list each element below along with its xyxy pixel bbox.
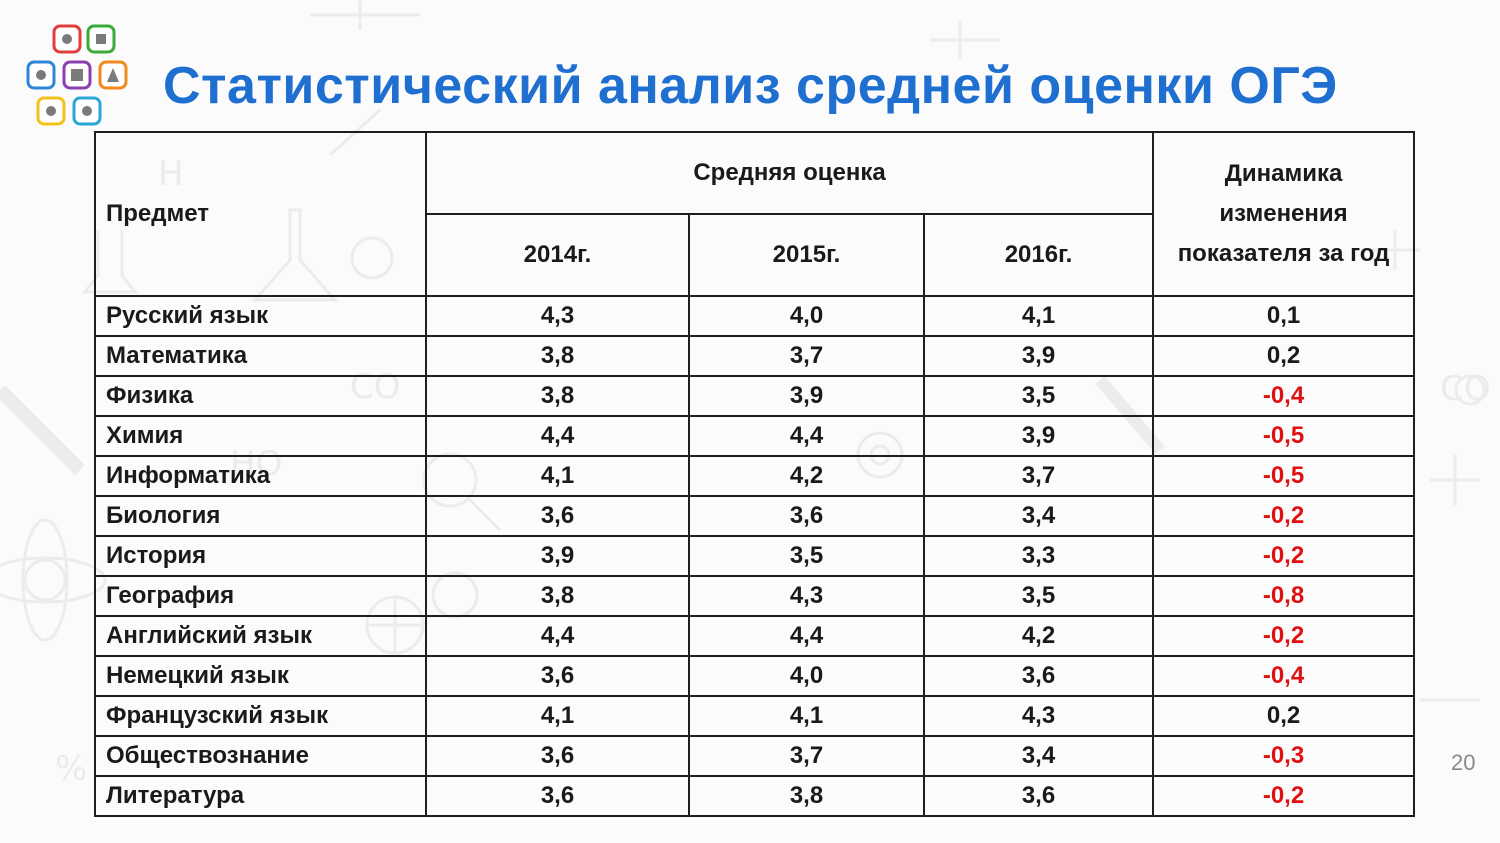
subject-cell: География bbox=[94, 575, 427, 617]
grade-2015-cell: 3,7 bbox=[688, 335, 925, 377]
header-dynamics: Динамика изменения показателя за год bbox=[1152, 131, 1416, 297]
header-average-grade: Средняя оценка bbox=[424, 131, 1155, 215]
grade-2015-cell: 3,6 bbox=[688, 495, 925, 537]
grade-2014-cell: 3,8 bbox=[425, 575, 690, 617]
grade-2015-cell: 3,8 bbox=[688, 775, 925, 817]
table-row: Физика 3,8 3,9 3,5 -0,4 bbox=[94, 375, 1416, 417]
dynamics-cell: -0,5 bbox=[1152, 415, 1416, 457]
grade-2016-cell: 3,3 bbox=[922, 535, 1155, 577]
slide-title: Статистический анализ средней оценки ОГЭ bbox=[163, 57, 1338, 115]
grade-2016-cell: 4,1 bbox=[922, 295, 1155, 337]
dynamics-cell: -0,8 bbox=[1152, 575, 1416, 617]
dynamics-cell: -0,2 bbox=[1152, 495, 1416, 537]
grade-2015-cell: 4,4 bbox=[688, 615, 925, 657]
grade-2014-cell: 4,4 bbox=[425, 415, 690, 457]
grade-2016-cell: 3,5 bbox=[922, 575, 1155, 617]
grade-2015-cell: 4,0 bbox=[688, 655, 925, 697]
grade-2016-cell: 3,6 bbox=[922, 655, 1155, 697]
grade-2015-cell: 3,9 bbox=[688, 375, 925, 417]
subject-cell: Химия bbox=[94, 415, 427, 457]
subject-cell: Немецкий язык bbox=[94, 655, 427, 697]
grade-2016-cell: 4,3 bbox=[922, 695, 1155, 737]
subject-cell: Французский язык bbox=[94, 695, 427, 737]
grade-2016-cell: 3,9 bbox=[922, 415, 1155, 457]
header-year-2015: 2015г. bbox=[688, 213, 925, 297]
table-row: Английский язык 4,4 4,4 4,2 -0,2 bbox=[94, 615, 1416, 657]
grades-table: Предмет Средняя оценка Динамика изменени… bbox=[94, 131, 1416, 817]
grade-2014-cell: 4,1 bbox=[425, 455, 690, 497]
grade-2014-cell: 3,6 bbox=[425, 655, 690, 697]
table-row: Русский язык 4,3 4,0 4,1 0,1 bbox=[94, 295, 1416, 337]
dynamics-cell: -0,2 bbox=[1152, 775, 1416, 817]
subject-cell: Английский язык bbox=[94, 615, 427, 657]
table-row: Французский язык 4,1 4,1 4,3 0,2 bbox=[94, 695, 1416, 737]
subject-cell: Обществознание bbox=[94, 735, 427, 777]
grade-2016-cell: 3,6 bbox=[922, 775, 1155, 817]
table-row: География 3,8 4,3 3,5 -0,8 bbox=[94, 575, 1416, 617]
grade-2015-cell: 3,5 bbox=[688, 535, 925, 577]
grade-2014-cell: 4,3 bbox=[425, 295, 690, 337]
header-dynamics-line-1: Динамика bbox=[1224, 160, 1343, 187]
subject-cell: Литература bbox=[94, 775, 427, 817]
grade-2016-cell: 3,4 bbox=[922, 735, 1155, 777]
dynamics-cell: -0,4 bbox=[1152, 655, 1416, 697]
table-row: Биология 3,6 3,6 3,4 -0,2 bbox=[94, 495, 1416, 537]
table-row: Обществознание 3,6 3,7 3,4 -0,3 bbox=[94, 735, 1416, 777]
grade-2014-cell: 3,6 bbox=[425, 495, 690, 537]
dynamics-cell: -0,3 bbox=[1152, 735, 1416, 777]
grade-2015-cell: 4,4 bbox=[688, 415, 925, 457]
dynamics-cell: 0,2 bbox=[1152, 335, 1416, 377]
table-row: Литература 3,6 3,8 3,6 -0,2 bbox=[94, 775, 1416, 817]
header-subject: Предмет bbox=[94, 131, 427, 297]
grade-2015-cell: 4,2 bbox=[688, 455, 925, 497]
grade-2015-cell: 4,3 bbox=[688, 575, 925, 617]
grade-2014-cell: 3,9 bbox=[425, 535, 690, 577]
dynamics-cell: -0,2 bbox=[1152, 535, 1416, 577]
header-dynamics-line-3: показателя за год bbox=[1177, 240, 1390, 267]
svg-text:CO: CO bbox=[1440, 369, 1491, 409]
page-number: 20 bbox=[1451, 750, 1476, 775]
grade-2016-cell: 3,9 bbox=[922, 335, 1155, 377]
subject-cell: Русский язык bbox=[94, 295, 427, 337]
grade-2016-cell: 3,7 bbox=[922, 455, 1155, 497]
grade-2015-cell: 4,1 bbox=[688, 695, 925, 737]
dynamics-cell: 0,2 bbox=[1152, 695, 1416, 737]
table-row: Химия 4,4 4,4 3,9 -0,5 bbox=[94, 415, 1416, 457]
grade-2014-cell: 4,1 bbox=[425, 695, 690, 737]
dynamics-cell: -0,4 bbox=[1152, 375, 1416, 417]
subject-cell: Информатика bbox=[94, 455, 427, 497]
subject-cell: История bbox=[94, 535, 427, 577]
dynamics-cell: -0,2 bbox=[1152, 615, 1416, 657]
table-row: Математика 3,8 3,7 3,9 0,2 bbox=[94, 335, 1416, 377]
header-dynamics-line-2: изменения bbox=[1219, 200, 1348, 227]
grade-2014-cell: 3,8 bbox=[425, 335, 690, 377]
grade-2016-cell: 3,4 bbox=[922, 495, 1155, 537]
table-row: Информатика 4,1 4,2 3,7 -0,5 bbox=[94, 455, 1416, 497]
dynamics-cell: -0,5 bbox=[1152, 455, 1416, 497]
header-year-2016: 2016г. bbox=[922, 213, 1155, 297]
grade-2015-cell: 3,7 bbox=[688, 735, 925, 777]
grade-2016-cell: 4,2 bbox=[922, 615, 1155, 657]
table-row: Немецкий язык 3,6 4,0 3,6 -0,4 bbox=[94, 655, 1416, 697]
table-row: История 3,9 3,5 3,3 -0,2 bbox=[94, 535, 1416, 577]
grade-2014-cell: 3,6 bbox=[425, 735, 690, 777]
dynamics-cell: 0,1 bbox=[1152, 295, 1416, 337]
header-year-2014: 2014г. bbox=[425, 213, 690, 297]
svg-text:%: % bbox=[55, 749, 87, 789]
grade-2016-cell: 3,5 bbox=[922, 375, 1155, 417]
subject-cell: Биология bbox=[94, 495, 427, 537]
school-logo bbox=[26, 24, 128, 126]
grade-2015-cell: 4,0 bbox=[688, 295, 925, 337]
grade-2014-cell: 3,6 bbox=[425, 775, 690, 817]
grade-2014-cell: 3,8 bbox=[425, 375, 690, 417]
subject-cell: Физика bbox=[94, 375, 427, 417]
grade-2014-cell: 4,4 bbox=[425, 615, 690, 657]
subject-cell: Математика bbox=[94, 335, 427, 377]
